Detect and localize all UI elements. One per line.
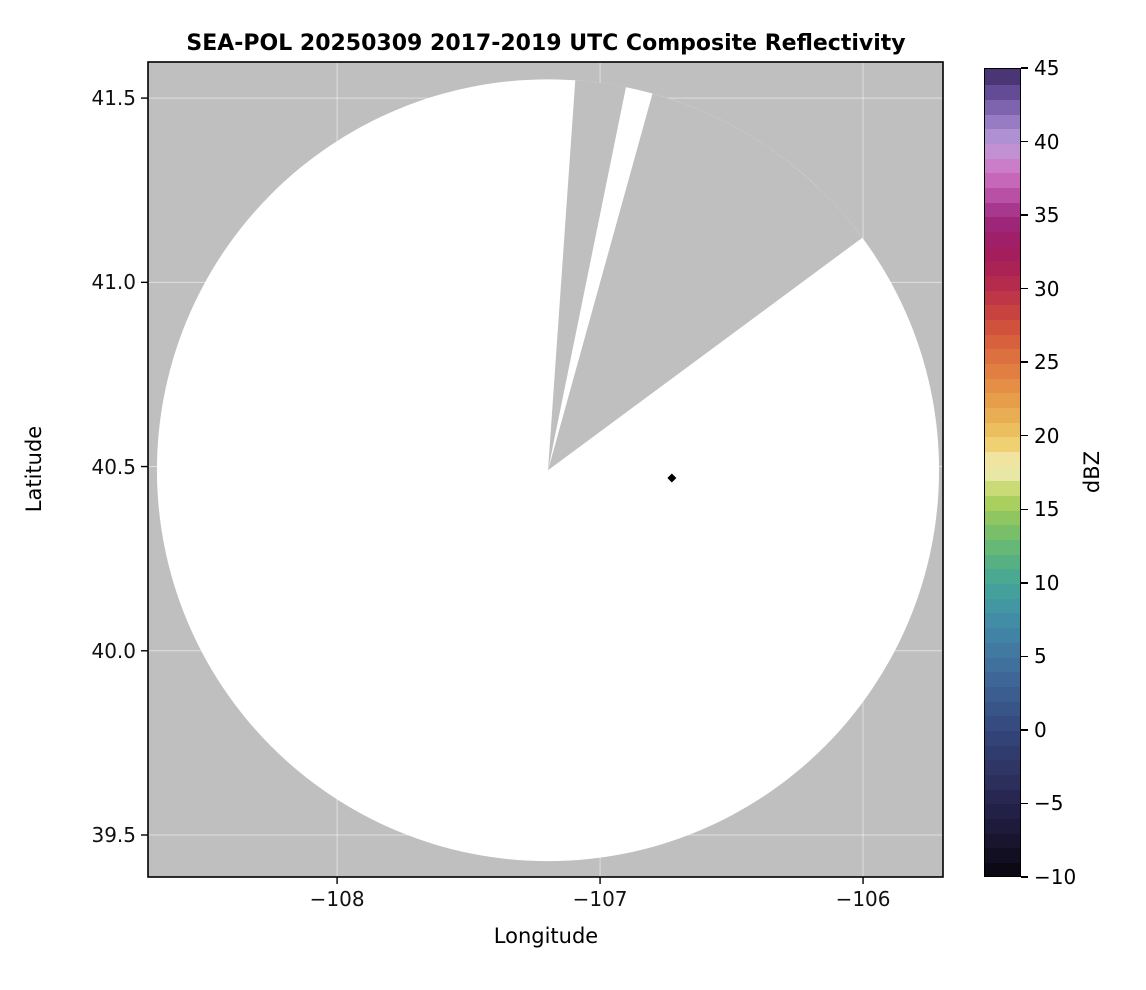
colorbar-tick	[1021, 67, 1028, 69]
chart-title: SEA-POL 20250309 2017-2019 UTC Composite…	[186, 31, 906, 56]
colorbar-segment	[985, 611, 1020, 629]
colorbar-segment	[985, 186, 1020, 203]
colorbar-segment	[985, 406, 1020, 423]
colorbar-tick-label: 35	[1034, 203, 1060, 228]
colorbar-tick-label: 10	[1034, 570, 1060, 595]
x-tick-label: −106	[835, 887, 891, 911]
colorbar-tick-label: 5	[1034, 644, 1047, 669]
colorbar-segment	[985, 861, 1020, 876]
colorbar-tick	[1021, 140, 1028, 143]
colorbar-segment	[985, 479, 1020, 497]
colorbar-segment	[985, 582, 1020, 599]
colorbar-segment	[985, 142, 1020, 159]
colorbar-segment	[985, 641, 1020, 658]
x-axis-label: Longitude	[493, 924, 599, 948]
colorbar-segment	[985, 377, 1020, 394]
colorbar-tick-label: 40	[1034, 129, 1060, 154]
colorbar-segment	[985, 787, 1020, 805]
colorbar-segment	[985, 597, 1020, 614]
colorbar-segment	[985, 699, 1020, 717]
colorbar-segment	[985, 831, 1020, 849]
colorbar-segment	[985, 69, 1020, 86]
colorbar-segment	[985, 245, 1020, 262]
colorbar-tick	[1021, 582, 1028, 584]
colorbar-segment	[985, 259, 1020, 277]
colorbar-segment	[985, 567, 1020, 585]
colorbar-tick	[1021, 361, 1028, 363]
colorbar-tick	[1021, 214, 1028, 216]
colorbar-tick	[1021, 434, 1028, 437]
colorbar-segment	[985, 362, 1020, 379]
colorbar-segment	[985, 391, 1020, 409]
colorbar-segment	[985, 201, 1020, 218]
colorbar-segment	[985, 714, 1020, 731]
colorbar-tick	[1021, 508, 1028, 511]
colorbar-segment	[985, 465, 1020, 482]
colorbar-tick-label: 20	[1034, 423, 1060, 448]
colorbar	[984, 68, 1021, 877]
colorbar-segment	[985, 802, 1020, 819]
colorbar-segment	[985, 846, 1020, 863]
blocked-sector-2	[547, 93, 863, 471]
colorbar-segment	[985, 523, 1020, 541]
colorbar-segment	[985, 289, 1020, 306]
y-tick-label: 40.5	[91, 454, 136, 479]
y-tick-label: 40.0	[91, 638, 136, 663]
blocked-sector-1	[547, 80, 626, 471]
x-tick-label: −107	[572, 887, 628, 911]
colorbar-segment	[985, 347, 1020, 365]
colorbar-segment	[985, 157, 1020, 174]
colorbar-tick	[1021, 729, 1028, 731]
colorbar-tick-label: −10	[1034, 865, 1077, 889]
colorbar-segment	[985, 655, 1020, 673]
colorbar-segment	[985, 98, 1020, 115]
y-tick-label: 41.0	[91, 270, 136, 295]
colorbar-segment	[985, 303, 1020, 321]
colorbar-segment	[985, 773, 1020, 790]
colorbar-tick-label: −5	[1034, 791, 1064, 816]
colorbar-segment	[985, 435, 1020, 453]
colorbar-tick-label: 0	[1034, 717, 1047, 742]
colorbar-tick-label: 30	[1034, 276, 1060, 301]
colorbar-segment	[985, 421, 1020, 438]
colorbar-tick-label: 25	[1034, 350, 1060, 375]
colorbar-segment	[985, 318, 1020, 335]
site-marker	[667, 473, 677, 483]
colorbar-segment	[985, 538, 1020, 555]
colorbar-segment	[985, 127, 1020, 144]
colorbar-segment	[985, 670, 1020, 687]
y-tick-label: 39.5	[91, 822, 136, 847]
colorbar-segment	[985, 758, 1020, 775]
y-tick-label: 41.5	[91, 86, 136, 111]
colorbar-segment	[985, 230, 1020, 247]
colorbar-tick	[1021, 287, 1028, 290]
colorbar-segment	[985, 171, 1020, 188]
colorbar-label: dBZ	[1080, 450, 1104, 494]
plot-border	[147, 61, 944, 878]
colorbar-segment	[985, 626, 1020, 643]
colorbar-segment	[985, 729, 1020, 746]
colorbar-segment	[985, 274, 1020, 291]
colorbar-segment	[985, 333, 1020, 350]
colorbar-segment	[985, 215, 1020, 232]
colorbar-segment	[985, 83, 1020, 100]
y-axis-label: Latitude	[22, 425, 46, 513]
colorbar-tick-label: 15	[1034, 497, 1060, 522]
colorbar-segment	[985, 553, 1020, 570]
colorbar-segment	[985, 494, 1020, 511]
colorbar-segment	[985, 113, 1020, 130]
colorbar-segment	[985, 450, 1020, 467]
colorbar-tick	[1021, 655, 1028, 658]
x-tick-label: −108	[309, 887, 365, 911]
colorbar-segment	[985, 817, 1020, 834]
colorbar-tick-label: 45	[1034, 56, 1060, 80]
colorbar-segment	[985, 685, 1020, 702]
colorbar-tick	[1021, 876, 1028, 878]
colorbar-segment	[985, 743, 1020, 761]
colorbar-tick	[1021, 802, 1028, 805]
colorbar-segment	[985, 509, 1020, 526]
